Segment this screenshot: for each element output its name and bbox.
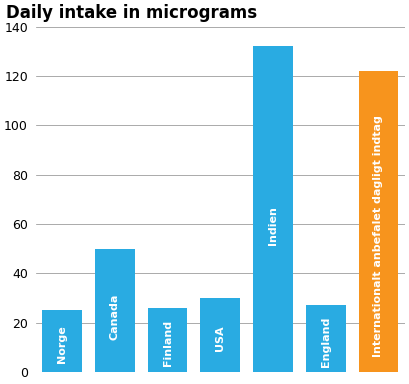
Bar xyxy=(148,308,187,372)
Text: Norge: Norge xyxy=(57,325,67,363)
Bar xyxy=(359,71,398,372)
Text: Internationalt anbefalet dagligt indtag: Internationalt anbefalet dagligt indtag xyxy=(373,116,384,358)
Text: Indien: Indien xyxy=(268,206,278,245)
Text: Canada: Canada xyxy=(110,293,120,339)
Text: England: England xyxy=(321,317,331,367)
Text: Finland: Finland xyxy=(162,320,173,366)
Bar xyxy=(253,46,293,372)
Bar xyxy=(306,305,346,372)
Text: USA: USA xyxy=(215,326,225,351)
Bar xyxy=(42,310,82,372)
Text: Daily intake in micrograms: Daily intake in micrograms xyxy=(6,4,257,22)
Bar xyxy=(95,248,135,372)
Bar xyxy=(200,298,240,372)
